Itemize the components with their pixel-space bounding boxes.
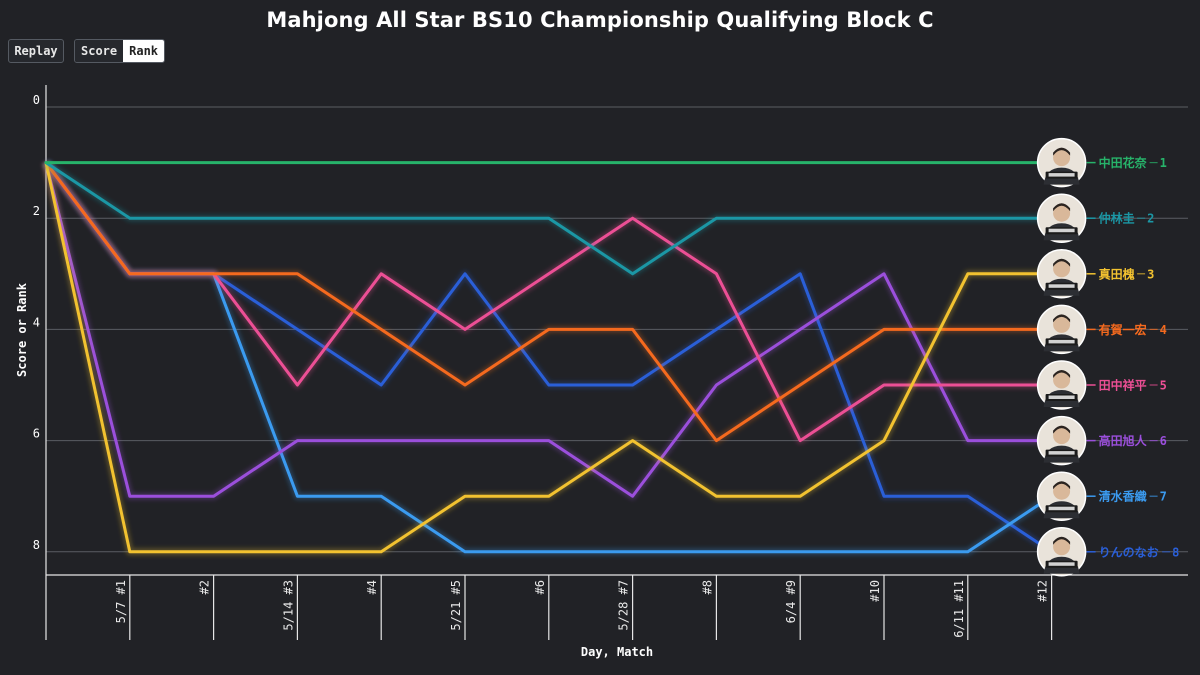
portrait-icon [1036, 360, 1087, 410]
portrait-icon [1036, 415, 1087, 466]
legend-name: 仲林圭 [1099, 211, 1135, 226]
x-tick-label: #8 [700, 580, 714, 594]
legend-rank: 7 [1160, 490, 1167, 504]
x-tick-label: #2 [198, 580, 212, 594]
x-tick-label: #4 [365, 580, 379, 594]
legend-name: 中田花奈 [1099, 155, 1148, 170]
legend-name: 清水香織 [1099, 489, 1147, 504]
y-tick-label: 8 [33, 538, 40, 552]
y-tick-label: 6 [33, 427, 40, 441]
legend-name: りんのなお [1099, 545, 1159, 559]
x-axis-label: Day, Match [581, 645, 653, 659]
series-line[interactable] [44, 161, 1054, 443]
series-line[interactable] [44, 161, 1054, 498]
legend-rank: 1 [1160, 156, 1167, 170]
portrait-icon [1036, 137, 1087, 188]
x-tick-label: 6/11 #11 [952, 580, 966, 638]
legend-entry[interactable]: 有賀一宏 4 [1036, 304, 1167, 355]
x-tick-label: #10 [868, 580, 882, 602]
legend-entry[interactable]: 仲林圭 2 [1036, 193, 1155, 243]
x-tick-label: 5/14 #3 [281, 580, 295, 631]
legend-entry[interactable]: 清水香織 7 [1036, 471, 1167, 521]
portrait-icon [1036, 193, 1087, 243]
legend-entry[interactable]: 高田旭人 6 [1036, 415, 1167, 466]
y-tick-label: 4 [33, 315, 40, 329]
portrait-icon [1036, 471, 1087, 521]
legend-rank: 2 [1147, 212, 1154, 226]
x-tick-label: 6/4 #9 [784, 580, 798, 623]
legend-name: 真田槐 [1099, 266, 1135, 281]
y-tick-label: 2 [33, 204, 40, 218]
legend-rank: 6 [1160, 434, 1167, 448]
chart-title: Mahjong All Star BS10 Championship Quali… [266, 8, 934, 32]
legend-entry[interactable]: りんのなお 8 [1036, 527, 1180, 577]
replay-button[interactable]: Replay [8, 39, 64, 63]
portrait-icon [1036, 304, 1087, 355]
x-tick-label: #12 [1036, 580, 1050, 602]
portrait-icon [1036, 249, 1087, 299]
legend-entry[interactable]: 真田槐 3 [1036, 249, 1155, 299]
score-rank-toggle[interactable]: Score Rank [74, 39, 166, 63]
series-line[interactable] [44, 161, 1054, 276]
x-tick-label: 5/7 #1 [114, 580, 128, 623]
legend-name: 田中祥平 [1099, 378, 1147, 393]
x-tick-label: 5/28 #7 [617, 580, 631, 631]
portrait-icon [1036, 527, 1087, 577]
legend-rank: 5 [1160, 379, 1167, 393]
series-line[interactable] [44, 161, 1054, 554]
x-tick-label: 5/21 #5 [449, 580, 463, 631]
legend-rank: 4 [1160, 323, 1167, 337]
y-tick-label: 0 [33, 93, 40, 107]
score-toggle-option[interactable]: Score [75, 40, 124, 62]
rank-toggle-option[interactable]: Rank [123, 40, 165, 62]
legend-entry[interactable]: 田中祥平 5 [1036, 360, 1167, 410]
legend-entry[interactable]: 中田花奈 1 [1036, 137, 1167, 188]
legend-name: 有賀一宏 [1099, 322, 1147, 337]
y-axis-label: Score or Rank [15, 282, 29, 377]
legend-rank: 3 [1147, 267, 1154, 281]
legend-rank: 8 [1172, 545, 1179, 559]
x-tick-label: #6 [533, 580, 547, 594]
legend-name: 高田旭人 [1099, 433, 1148, 448]
